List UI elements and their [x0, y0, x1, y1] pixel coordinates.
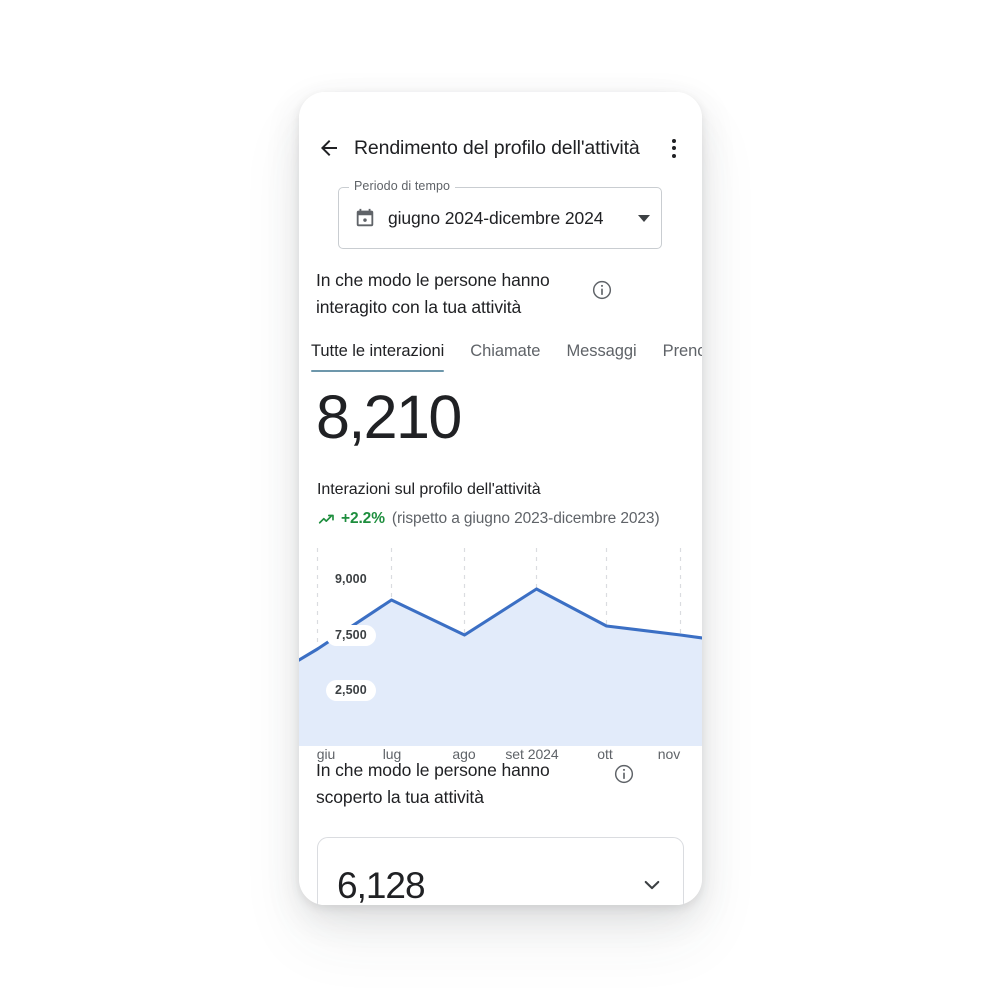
chart-x-axis: giu lug ago set 2024 ott nov: [299, 746, 702, 774]
more-vert-icon[interactable]: [660, 131, 688, 165]
info-icon[interactable]: [591, 279, 613, 301]
interactions-heading: In che modo le persone hanno interagito …: [316, 270, 550, 317]
kebab-dot: [672, 153, 676, 158]
tab-messaggi[interactable]: Messaggi: [566, 342, 637, 360]
selected-period-value: giugno 2024-dicembre 2024: [388, 207, 604, 228]
interactions-area-chart[interactable]: 9,000 7,500 2,500: [299, 542, 702, 746]
x-axis-label-set-2024: set 2024: [505, 746, 559, 762]
interaction-tabs[interactable]: Tutte le interazioni Chiamate Messaggi P…: [311, 342, 702, 379]
delta-percentage: +2.2%: [341, 509, 385, 527]
x-axis-label-giu: giu: [316, 746, 336, 762]
kebab-dot: [672, 138, 676, 143]
info-icon[interactable]: [613, 763, 635, 785]
selector-legend: Periodo di tempo: [349, 179, 456, 193]
x-axis-label-ago: ago: [452, 746, 476, 762]
metric-value: 8,210: [316, 383, 462, 451]
kebab-dot: [672, 146, 676, 150]
y-axis-label-7500: 7,500: [326, 625, 376, 646]
y-axis-label-9000: 9,000: [326, 569, 376, 590]
discovery-expandable-card[interactable]: 6,128: [317, 837, 684, 905]
metric-label: Interazioni sul profilo dell'attività: [317, 481, 541, 498]
x-axis-label-lug: lug: [382, 746, 402, 762]
time-period-selector[interactable]: Periodo di tempo giugno 2024-dicembre 20…: [338, 179, 662, 249]
metric-delta-row: +2.2% (rispetto a giugno 2023-dicembre 2…: [317, 509, 660, 528]
calendar-icon: [356, 208, 374, 227]
page-title: Rendimento del profilo dell'attività: [354, 136, 640, 159]
app-bar: Rendimento del profilo dell'attività: [299, 120, 702, 176]
discovery-card-value: 6,128: [337, 865, 426, 905]
arrow-left-icon: [321, 140, 337, 156]
delta-comparison-note: (rispetto a giugno 2023-dicembre 2023): [391, 509, 660, 527]
selector-content: giugno 2024-dicembre 2024: [338, 187, 662, 249]
tab-chiamate[interactable]: Chiamate: [470, 342, 541, 360]
discovery-heading: In che modo le persone hanno scoperto la…: [316, 760, 550, 807]
y-axis-label-2500: 2,500: [326, 680, 376, 701]
x-axis-label-ott: ott: [597, 746, 613, 762]
phone-mockup: Rendimento del profilo dell'attività Per…: [299, 92, 702, 905]
x-axis-label-nov: nov: [657, 746, 681, 762]
app-screen: Rendimento del profilo dell'attività Per…: [299, 92, 702, 905]
back-button[interactable]: [312, 131, 346, 165]
chevron-down-icon[interactable]: [638, 214, 650, 222]
discovery-section-header: In che modo le persone hanno scoperto la…: [316, 757, 688, 810]
trending-up-icon: [318, 514, 334, 524]
chevron-down-icon[interactable]: [639, 872, 665, 898]
chart-area-fill: [299, 589, 702, 746]
interactions-section-header: In che modo le persone hanno interagito …: [316, 267, 688, 320]
selector-outline: [338, 187, 662, 249]
tab-prenotazioni[interactable]: Prenot: [662, 342, 702, 360]
tab-tutte-le-interazioni[interactable]: Tutte le interazioni: [311, 342, 445, 372]
